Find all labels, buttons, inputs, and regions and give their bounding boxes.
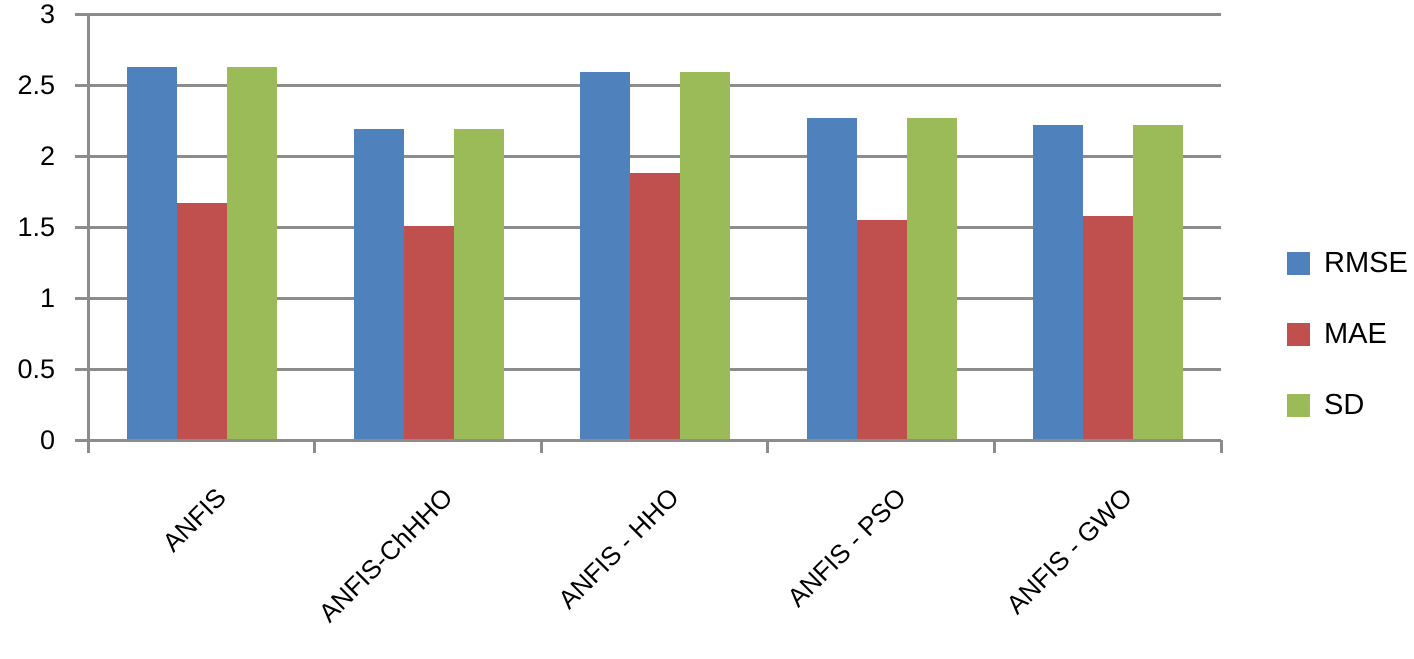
x-category-label: ANFIS-ChHHO: [312, 482, 459, 628]
x-category-label: ANFIS: [156, 482, 232, 558]
legend-item-sd: SD: [1287, 389, 1364, 422]
bar-sd-3: [680, 72, 731, 440]
legend-item-mae: MAE: [1287, 318, 1387, 351]
y-tick-label: 3: [39, 0, 55, 29]
bar-mae-1: [177, 202, 227, 440]
x-tick: [1219, 440, 1223, 453]
y-tick-label: 2: [39, 141, 55, 171]
y-tick-label: 1: [39, 283, 55, 313]
x-category-label: ANFIS - PSO: [780, 482, 912, 613]
bar-sd-2: [453, 129, 504, 440]
legend-label: SD: [1324, 389, 1365, 421]
x-tick: [992, 440, 996, 453]
bar-rmse-2: [353, 129, 404, 440]
x-tick: [313, 440, 317, 453]
legend-item-rmse: RMSE: [1287, 247, 1408, 280]
bar-mae-3: [630, 173, 681, 440]
bar-sd-4: [906, 117, 957, 440]
y-tick-label: 0.5: [17, 354, 55, 384]
bar-mae-2: [403, 225, 454, 440]
x-category-label: ANFIS - GWO: [1000, 482, 1138, 620]
y-axis-line: [86, 14, 90, 453]
legend-swatch-mae: [1287, 323, 1310, 346]
bar-rmse-4: [806, 117, 857, 440]
legend-swatch-sd: [1287, 394, 1310, 417]
gridline: [75, 12, 1221, 16]
bar-mae-5: [1083, 215, 1134, 440]
y-tick-label: 0: [39, 425, 55, 455]
bar-sd-1: [227, 66, 277, 440]
bar-rmse-5: [1033, 124, 1084, 440]
bar-mae-4: [856, 219, 907, 440]
x-tick: [539, 440, 543, 453]
y-tick-label: 2.5: [17, 70, 55, 100]
x-tick: [766, 440, 770, 453]
y-tick-label: 1.5: [17, 212, 55, 242]
bar-rmse-1: [127, 66, 177, 440]
gridline: [75, 154, 1221, 158]
x-axis-line: [88, 438, 1221, 442]
legend-swatch-rmse: [1287, 252, 1310, 275]
bar-rmse-3: [580, 72, 631, 440]
x-category-label: ANFIS - HHO: [552, 482, 685, 615]
x-tick: [86, 440, 90, 453]
legend-label: RMSE: [1324, 247, 1408, 279]
bar-sd-5: [1133, 124, 1184, 440]
legend-label: MAE: [1324, 318, 1387, 350]
gridline: [75, 83, 1221, 87]
